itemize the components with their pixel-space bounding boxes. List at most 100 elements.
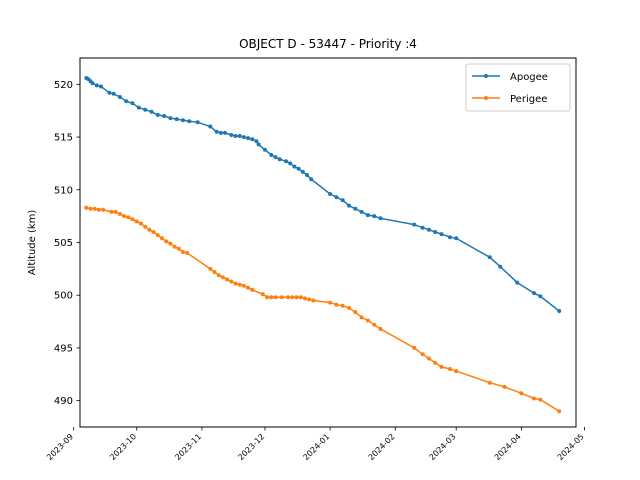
data-point: [347, 203, 351, 208]
legend-marker: [484, 74, 488, 78]
legend: Apogee Perigee: [465, 63, 571, 112]
data-point: [294, 295, 299, 300]
legend-marker: [484, 96, 488, 100]
data-point: [532, 396, 536, 401]
data-point: [498, 264, 503, 269]
data-point: [502, 384, 507, 389]
data-point: [519, 391, 524, 396]
data-point: [124, 99, 129, 104]
data-point: [260, 292, 265, 297]
data-point: [420, 225, 425, 230]
data-point: [412, 345, 417, 350]
data-point: [143, 224, 148, 229]
data-point: [532, 291, 536, 296]
data-point: [309, 177, 314, 182]
y-tick-label: 520: [54, 80, 73, 91]
data-point: [372, 214, 377, 219]
data-point: [99, 84, 103, 89]
data-point: [277, 157, 282, 162]
data-point: [334, 195, 339, 200]
data-point: [269, 295, 274, 300]
data-point: [168, 116, 173, 121]
data-point: [151, 230, 156, 234]
data-point: [212, 270, 217, 274]
data-point: [378, 327, 383, 331]
data-point: [487, 255, 492, 260]
data-point: [359, 209, 364, 214]
data-point: [96, 207, 101, 212]
data-point: [233, 281, 238, 286]
data-point: [340, 198, 345, 203]
data-point: [216, 273, 221, 278]
data-point: [246, 285, 251, 290]
data-point: [136, 105, 141, 110]
data-point: [454, 369, 459, 374]
data-point: [447, 367, 452, 371]
data-point: [225, 277, 230, 282]
data-point: [176, 246, 181, 251]
data-point: [353, 206, 358, 211]
data-point: [172, 244, 177, 249]
data-point: [181, 118, 185, 123]
data-point: [237, 282, 242, 287]
data-point: [290, 295, 295, 300]
data-point: [88, 206, 93, 211]
data-point: [279, 295, 284, 300]
data-point: [113, 209, 118, 214]
data-point: [138, 221, 143, 226]
data-point: [229, 133, 234, 137]
data-point: [273, 155, 278, 160]
data-point: [433, 230, 438, 234]
data-point: [94, 83, 99, 88]
data-point: [262, 147, 267, 152]
data-point: [126, 215, 131, 220]
y-axis-label: Altitude (km): [27, 210, 38, 276]
y-tick-label: 505: [54, 238, 73, 249]
data-point: [292, 164, 297, 169]
data-point: [515, 280, 520, 285]
data-point: [412, 222, 417, 227]
data-point: [162, 114, 167, 118]
y-tick-label: 490: [54, 396, 73, 407]
y-axis: 490 495 500 505 510 515 520: [54, 80, 80, 407]
data-point: [143, 107, 148, 112]
data-point: [181, 250, 185, 254]
data-point: [241, 135, 246, 140]
data-point: [155, 233, 160, 238]
data-point: [273, 295, 278, 300]
data-point: [334, 302, 339, 307]
data-point: [300, 169, 305, 174]
series-apogee: [84, 76, 562, 313]
data-point: [296, 166, 301, 171]
data-point: [353, 310, 358, 315]
data-point: [218, 130, 223, 135]
data-point: [147, 227, 152, 232]
data-point: [426, 227, 431, 232]
data-point: [195, 120, 200, 125]
data-point: [237, 134, 242, 138]
chart-title: OBJECT D - 53447 - Priority :4: [239, 37, 417, 51]
series-perigee: [84, 205, 562, 414]
y-tick-label: 510: [54, 185, 73, 196]
data-point: [130, 217, 135, 222]
data-point: [538, 397, 543, 402]
data-point: [229, 279, 234, 284]
data-point: [246, 136, 251, 141]
data-point: [107, 90, 112, 95]
data-point: [111, 91, 116, 96]
data-point: [298, 295, 303, 300]
data-point: [439, 364, 444, 369]
data-point: [250, 137, 255, 142]
data-point: [168, 241, 173, 246]
data-point: [365, 213, 370, 218]
data-point: [122, 214, 127, 219]
data-point: [185, 251, 190, 255]
data-point: [284, 159, 288, 164]
data-point: [328, 300, 333, 305]
data-point: [130, 101, 135, 106]
data-point: [109, 209, 114, 214]
data-point: [365, 318, 370, 323]
legend-label: Perigee: [510, 94, 547, 105]
data-point: [378, 216, 383, 221]
